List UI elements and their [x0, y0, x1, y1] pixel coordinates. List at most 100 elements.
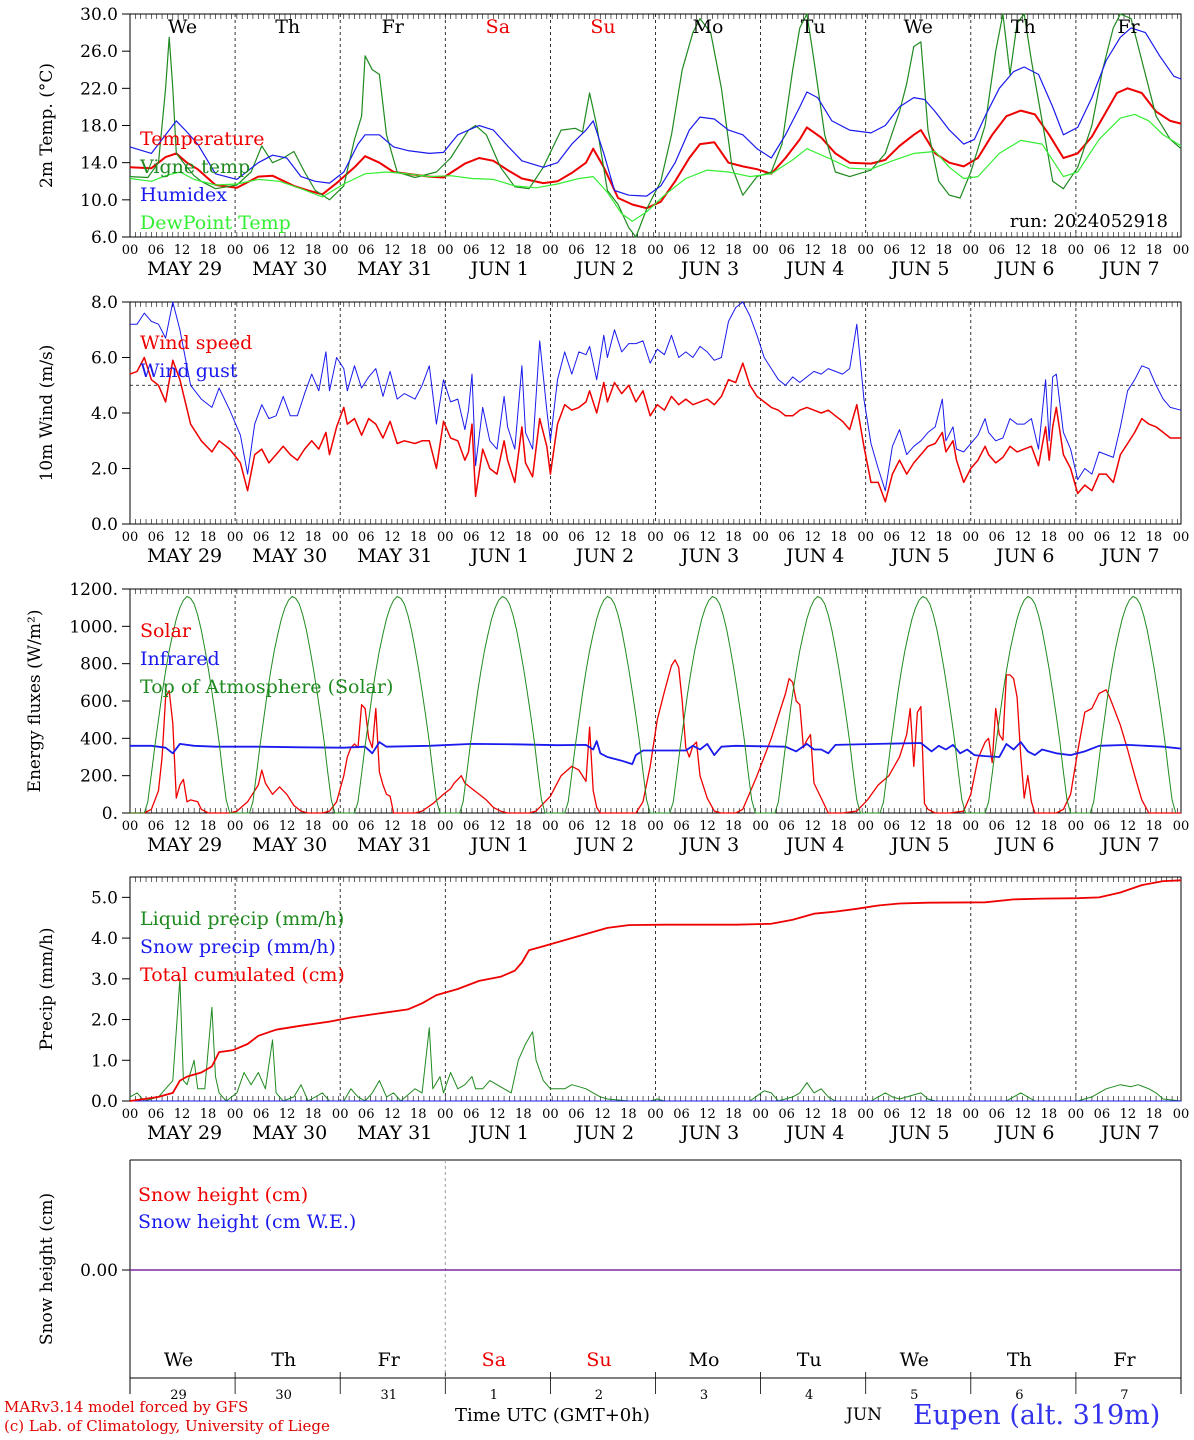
- hour-tick-label: 06: [568, 819, 585, 834]
- date-tick-label: MAY 30: [252, 834, 327, 856]
- date-tick-label: JUN 3: [679, 834, 739, 856]
- y-tick-label: 4.0: [91, 404, 118, 424]
- hour-tick-label: 00: [647, 819, 664, 834]
- station-label: Eupen (alt. 319m): [913, 1400, 1161, 1431]
- y-tick-label: 400.: [80, 729, 118, 749]
- hour-tick-label: 06: [253, 819, 270, 834]
- y-axis-label: 2m Temp. (°C): [37, 63, 57, 188]
- hour-tick-label: 18: [620, 530, 637, 545]
- hour-tick-label: 12: [804, 243, 821, 258]
- hour-tick-label: 06: [883, 819, 900, 834]
- weekday-label: Th: [1007, 1349, 1032, 1371]
- hour-tick-label: 00: [963, 243, 980, 258]
- hour-tick-label: 18: [305, 819, 322, 834]
- hour-tick-label: 12: [1120, 243, 1137, 258]
- hour-tick-label: 12: [909, 819, 926, 834]
- series-wind-speed: [129, 356, 1181, 503]
- date-tick-label: MAY 31: [357, 545, 432, 567]
- hour-tick-label: 12: [594, 530, 611, 545]
- hour-tick-label: 12: [1015, 819, 1032, 834]
- hour-tick-label: 12: [174, 530, 191, 545]
- hour-tick-label: 06: [358, 1107, 375, 1122]
- y-tick-label: 18.0: [80, 117, 118, 137]
- hour-tick-label: 12: [489, 530, 506, 545]
- y-tick-label: 8.0: [91, 293, 118, 313]
- y-tick-label: 600.: [80, 692, 118, 712]
- date-tick-label: MAY 31: [357, 258, 432, 280]
- hour-tick-label: 12: [489, 819, 506, 834]
- hour-tick-label: 18: [200, 1107, 217, 1122]
- hour-tick-label: 12: [804, 819, 821, 834]
- weekday-label: We: [168, 16, 197, 38]
- hour-tick-label: 00: [1068, 243, 1085, 258]
- date-tick-label: JUN 2: [574, 545, 634, 567]
- series-liquid-precip-mm-h-: [129, 978, 1182, 1102]
- hour-tick-label: 18: [830, 243, 847, 258]
- hour-tick-label: 00: [647, 1107, 664, 1122]
- hour-tick-label: 00: [857, 530, 874, 545]
- y-tick-label: 1200.: [69, 580, 118, 600]
- hour-tick-label: 18: [620, 243, 637, 258]
- date-tick-label: JUN 7: [1099, 258, 1159, 280]
- legend-infrared: Infrared: [140, 648, 220, 670]
- hour-tick-label: 12: [699, 1107, 716, 1122]
- legend-snow-height-cm-: Snow height (cm): [138, 1184, 308, 1206]
- hour-tick-label: 06: [1094, 1107, 1111, 1122]
- date-tick-label: JUN 1: [469, 545, 529, 567]
- weekday-label: Fr: [1117, 16, 1140, 38]
- y-tick-label: 0.: [102, 804, 118, 824]
- hour-tick-label: 18: [410, 819, 427, 834]
- hour-tick-label: 06: [778, 243, 795, 258]
- date-tick-label: JUN 3: [679, 1122, 739, 1144]
- time-axis-label: Time UTC (GMT+0h): [455, 1405, 650, 1426]
- date-tick-label: MAY 29: [147, 258, 222, 280]
- hour-tick-label: 18: [410, 243, 427, 258]
- hour-tick-label: 12: [1120, 819, 1137, 834]
- hour-tick-label: 06: [989, 819, 1006, 834]
- hour-tick-label: 12: [699, 819, 716, 834]
- hour-tick-label: 00: [1173, 819, 1190, 834]
- date-tick-label: MAY 29: [147, 834, 222, 856]
- y-tick-label: 0.0: [91, 1092, 118, 1112]
- series-dewpoint-temp: [129, 113, 1182, 222]
- legend-dewpoint-temp: DewPoint Temp: [140, 212, 291, 234]
- hour-tick-label: 06: [1094, 243, 1111, 258]
- date-tick-label: JUN 1: [469, 834, 529, 856]
- hour-tick-label: 18: [515, 1107, 532, 1122]
- weekday-label: We: [164, 1349, 193, 1371]
- weekday-label: Fr: [1113, 1349, 1136, 1371]
- y-tick-label: 1.0: [91, 1051, 118, 1071]
- weekday-label: Fr: [378, 1349, 401, 1371]
- hour-tick-label: 00: [542, 819, 559, 834]
- hour-tick-label: 06: [568, 1107, 585, 1122]
- run-label: run: 2024052918: [1010, 211, 1168, 232]
- hour-tick-label: 18: [1041, 819, 1058, 834]
- hour-tick-label: 06: [358, 530, 375, 545]
- y-axis-label: Snow height (cm): [37, 1193, 57, 1345]
- hour-tick-label: 12: [1120, 530, 1137, 545]
- series-infrared: [130, 740, 1182, 765]
- legend-wind-gust: Wind gust: [140, 360, 238, 382]
- hour-tick-label: 00: [542, 1107, 559, 1122]
- hour-tick-label: 06: [989, 1107, 1006, 1122]
- footer-credits: MARv3.14 model forced by GFS (c) Lab. of…: [4, 1398, 330, 1436]
- day-number-label: 1: [490, 1388, 498, 1403]
- hour-tick-label: 00: [227, 819, 244, 834]
- date-tick-label: JUN 4: [784, 258, 844, 280]
- hour-tick-label: 06: [148, 819, 165, 834]
- hour-tick-label: 12: [174, 1107, 191, 1122]
- legend-humidex: Humidex: [140, 184, 227, 206]
- date-tick-label: JUN 2: [574, 1122, 634, 1144]
- date-tick-label: MAY 31: [357, 834, 432, 856]
- hour-tick-label: 06: [883, 1107, 900, 1122]
- y-tick-label: 4.0: [91, 929, 118, 949]
- series-vigne-temp: [129, 13, 1182, 238]
- date-tick-label: MAY 29: [147, 545, 222, 567]
- series-humidex: [129, 27, 1182, 197]
- hour-tick-label: 06: [148, 243, 165, 258]
- hour-tick-label: 18: [830, 1107, 847, 1122]
- y-tick-label: 0.00: [80, 1261, 118, 1281]
- weekday-label: Th: [1011, 16, 1036, 38]
- hour-tick-label: 18: [515, 530, 532, 545]
- hour-tick-label: 18: [1146, 1107, 1163, 1122]
